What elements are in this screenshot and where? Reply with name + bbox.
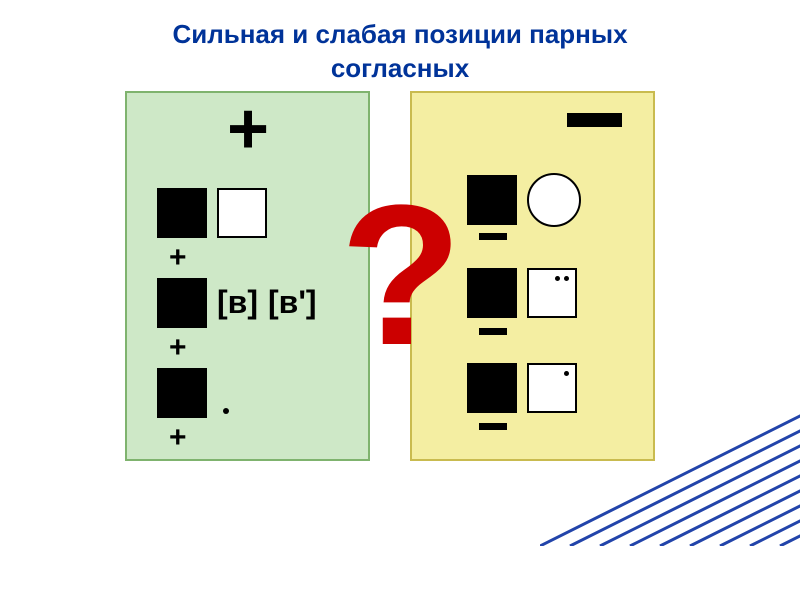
filled-square-icon bbox=[157, 278, 207, 328]
phoneme-v-soft: [в'] bbox=[268, 284, 317, 321]
strong-position-panel: + + [в] [в'] + + bbox=[125, 91, 370, 461]
left-row-1 bbox=[157, 188, 267, 238]
right-row-3 bbox=[467, 363, 577, 413]
plus-header-icon: + bbox=[227, 93, 269, 165]
filled-square-icon bbox=[157, 188, 207, 238]
question-mark-icon: ? bbox=[340, 176, 462, 376]
page-title: Сильная и слабая позиции парных согласны… bbox=[0, 0, 800, 86]
outline-square-two-dots-icon bbox=[527, 268, 577, 318]
plus-mark-icon: + bbox=[169, 421, 187, 455]
title-line-1: Сильная и слабая позиции парных bbox=[172, 19, 627, 49]
plus-mark-icon: + bbox=[169, 241, 187, 275]
filled-square-icon bbox=[467, 268, 517, 318]
minus-mark-icon bbox=[479, 233, 507, 240]
outline-square-icon bbox=[217, 188, 267, 238]
minus-mark-icon bbox=[479, 328, 507, 335]
minus-mark-icon bbox=[479, 423, 507, 430]
right-row-1 bbox=[467, 173, 581, 227]
dot-icon bbox=[223, 408, 229, 414]
phoneme-v: [в] bbox=[217, 284, 258, 321]
outline-circle-icon bbox=[527, 173, 581, 227]
filled-square-icon bbox=[467, 175, 517, 225]
right-row-2 bbox=[467, 268, 577, 318]
minus-header-icon bbox=[567, 113, 622, 127]
filled-square-icon bbox=[467, 363, 517, 413]
panels-container: + + [в] [в'] + + bbox=[0, 86, 800, 586]
filled-square-icon bbox=[157, 368, 207, 418]
outline-square-one-dot-icon bbox=[527, 363, 577, 413]
plus-mark-icon: + bbox=[169, 331, 187, 365]
left-row-3 bbox=[157, 368, 237, 418]
title-line-2: согласных bbox=[331, 53, 469, 83]
left-row-2: [в] [в'] bbox=[157, 278, 317, 328]
